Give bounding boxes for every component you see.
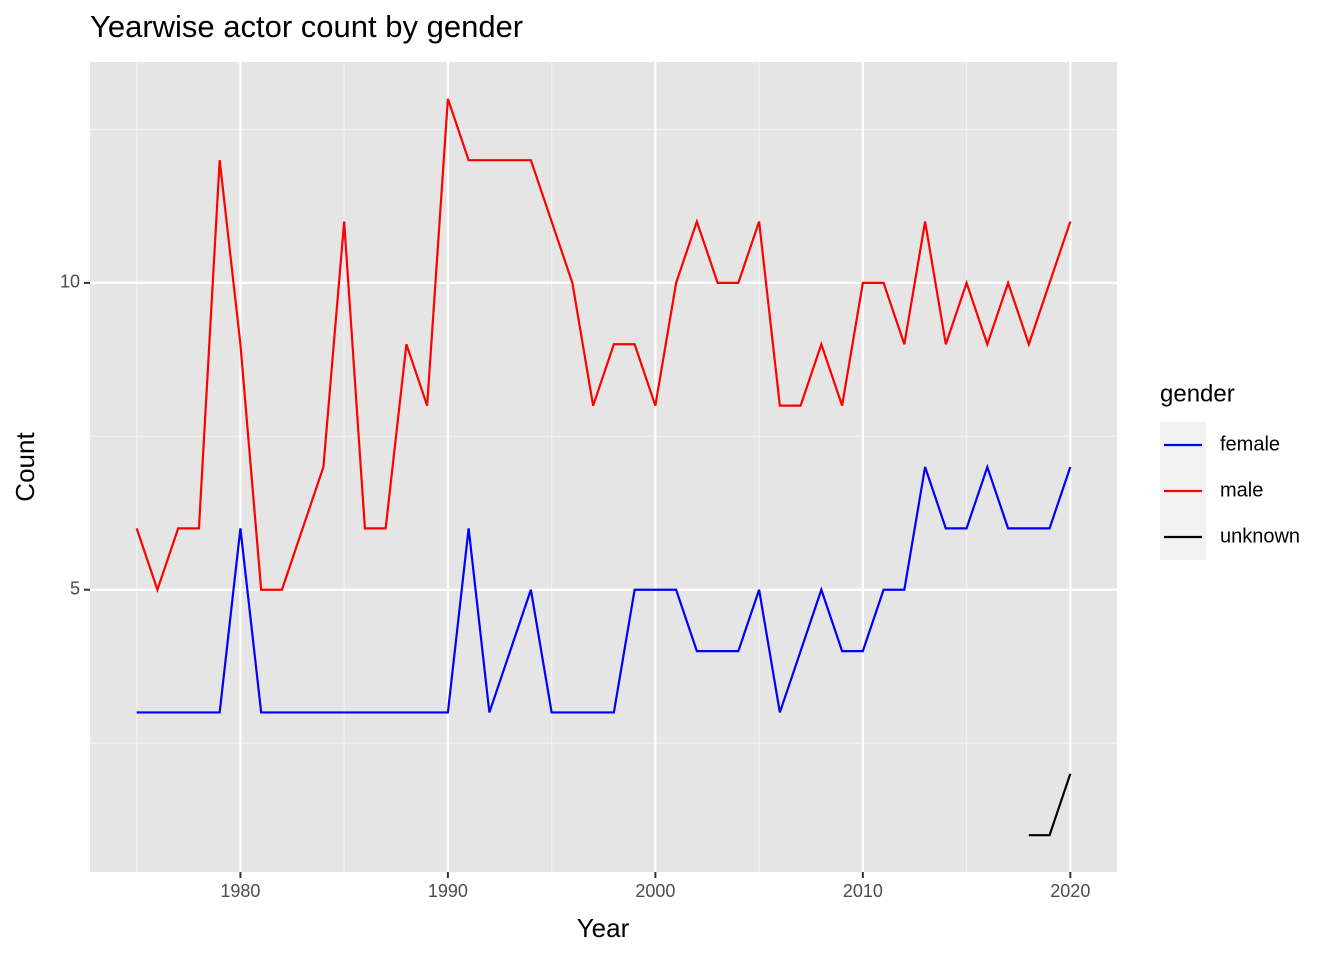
chart-title: Yearwise actor count by gender: [90, 9, 523, 44]
legend-label: female: [1220, 433, 1280, 455]
plot-panel: [90, 62, 1117, 872]
legend-label: unknown: [1220, 525, 1300, 547]
x-tick-label: 1990: [428, 881, 468, 901]
y-axis-label: Count: [10, 432, 40, 502]
line-series: [1028, 773, 1072, 837]
legend-title: gender: [1160, 380, 1235, 407]
x-tick-label: 2020: [1050, 881, 1090, 901]
y-tick-label: 10: [60, 272, 80, 292]
line-series: [136, 463, 1072, 714]
x-tick-label: 2010: [843, 881, 883, 901]
x-tick-label: 1980: [220, 881, 260, 901]
line-series: [135, 98, 1072, 594]
legend-label: male: [1220, 479, 1263, 501]
x-tick-label: 2000: [635, 881, 675, 901]
y-tick-label: 5: [70, 578, 80, 598]
x-axis-label: Year: [577, 913, 630, 943]
